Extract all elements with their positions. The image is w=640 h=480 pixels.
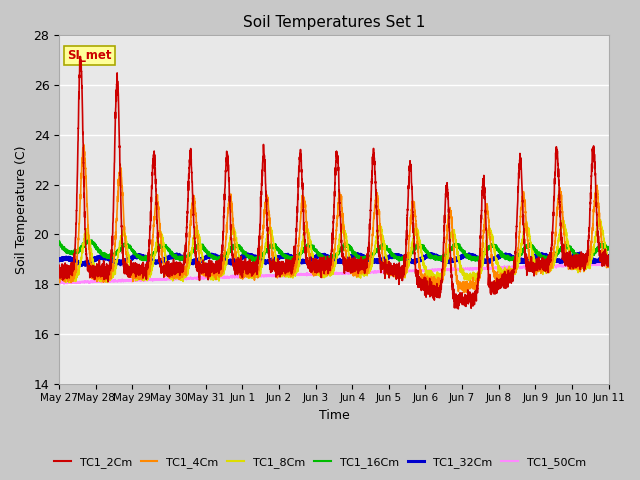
X-axis label: Time: Time	[319, 409, 349, 422]
Title: Soil Temperatures Set 1: Soil Temperatures Set 1	[243, 15, 425, 30]
Y-axis label: Soil Temperature (C): Soil Temperature (C)	[15, 145, 28, 274]
Legend: TC1_2Cm, TC1_4Cm, TC1_8Cm, TC1_16Cm, TC1_32Cm, TC1_50Cm: TC1_2Cm, TC1_4Cm, TC1_8Cm, TC1_16Cm, TC1…	[49, 452, 591, 472]
Text: SI_met: SI_met	[67, 49, 112, 62]
